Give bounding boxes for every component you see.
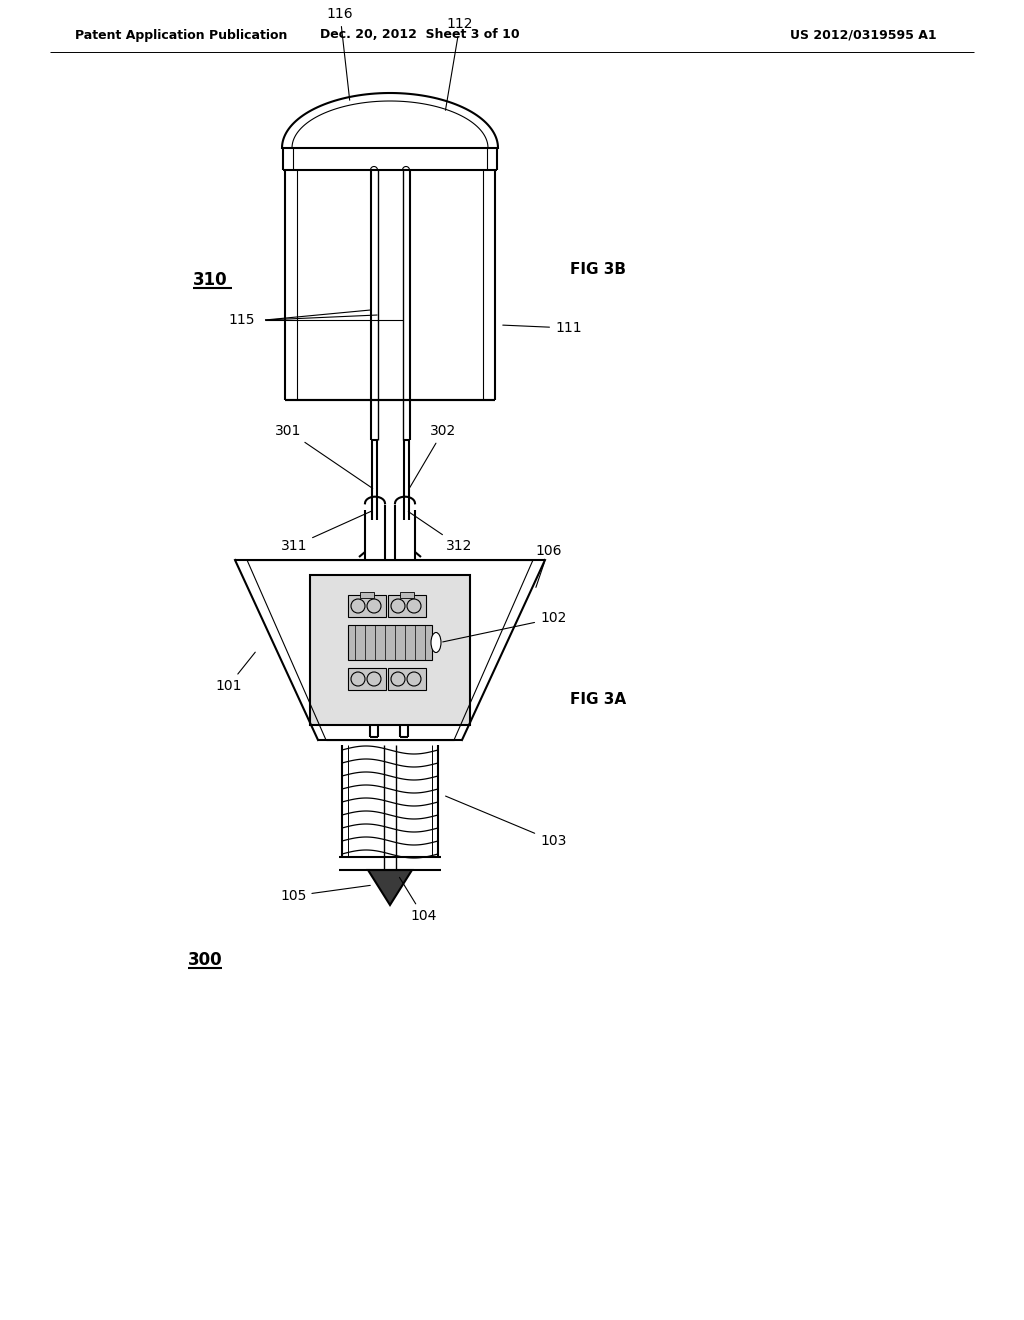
Text: 102: 102 [442, 611, 566, 642]
Polygon shape [368, 870, 412, 906]
Bar [388, 595, 426, 616]
Text: 101: 101 [215, 652, 255, 693]
Text: 106: 106 [535, 544, 561, 587]
Text: FIG 3A: FIG 3A [570, 693, 626, 708]
Text: 310: 310 [193, 271, 227, 289]
Text: 104: 104 [399, 878, 436, 923]
Text: 301: 301 [275, 424, 373, 488]
Text: Patent Application Publication: Patent Application Publication [75, 29, 288, 41]
Text: 112: 112 [445, 17, 473, 111]
Bar [360, 591, 374, 598]
Text: Dec. 20, 2012  Sheet 3 of 10: Dec. 20, 2012 Sheet 3 of 10 [321, 29, 520, 41]
Bar [348, 668, 386, 690]
Bar [388, 668, 426, 690]
Bar [348, 624, 432, 660]
Text: 103: 103 [445, 796, 566, 847]
Text: 311: 311 [281, 511, 372, 553]
Text: US 2012/0319595 A1: US 2012/0319595 A1 [790, 29, 937, 41]
Text: 312: 312 [409, 512, 472, 553]
Text: 116: 116 [327, 7, 353, 100]
Ellipse shape [431, 632, 441, 652]
Text: 111: 111 [503, 321, 582, 335]
Bar [310, 576, 470, 725]
Text: 115: 115 [228, 313, 255, 327]
Bar [400, 591, 414, 598]
Text: FIG 3B: FIG 3B [570, 263, 626, 277]
Bar [348, 595, 386, 616]
Text: 300: 300 [187, 950, 222, 969]
Text: 105: 105 [280, 886, 371, 903]
Text: 302: 302 [410, 424, 457, 487]
